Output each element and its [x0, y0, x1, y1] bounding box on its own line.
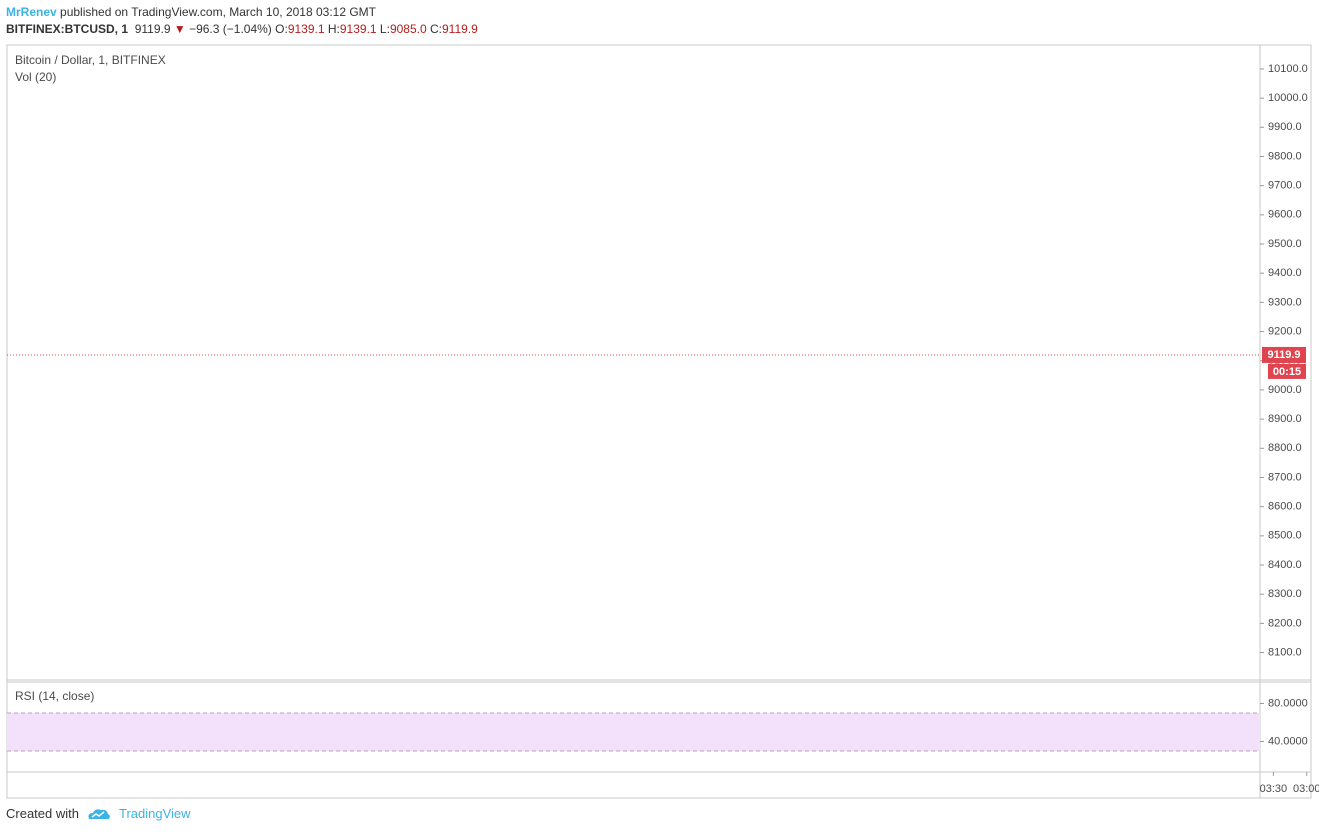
y-tick-label: 8500.0 [1268, 530, 1302, 542]
y-tick-label: 8400.0 [1268, 559, 1302, 571]
arrow: ▼ [173, 22, 186, 36]
c: C: [429, 22, 442, 36]
y-tick-label: 10100.0 [1268, 63, 1308, 75]
y-tick-label: 9500.0 [1268, 238, 1302, 250]
rsi-line [1293, 708, 1319, 760]
y-tick-label: 8700.0 [1268, 471, 1302, 483]
line2: BITFINEX:BTCUSD, 1 9119.9 ▼ −96.3 (−1.04… [6, 21, 478, 38]
last-price-label: 9119.9 [1267, 349, 1300, 361]
low: 9085.0 [389, 22, 427, 36]
x-tick-label: 03:00 [1293, 783, 1319, 795]
rsi-legend: RSI (14, close) [15, 689, 94, 703]
logo [88, 808, 110, 819]
author[interactable]: MrRenev [6, 5, 57, 19]
header: MrRenev published on TradingView.com, Ma… [6, 4, 478, 38]
chart: Bitcoin / Dollar, 1, BITFINEX Vol (20) R… [6, 44, 1319, 799]
created-with: Created with [6, 806, 79, 821]
y-tick-label: 8800.0 [1268, 442, 1302, 454]
l: L: [379, 22, 390, 36]
y-tick-label: 8100.0 [1268, 646, 1302, 658]
y-tick-label: 9900.0 [1268, 121, 1302, 133]
countdown-box [1268, 363, 1306, 379]
symbol: BITFINEX:BTCUSD, 1 [6, 22, 129, 36]
o: O: [275, 22, 288, 36]
brand[interactable]: TradingView [118, 806, 191, 821]
volume-legend: Vol (20) [15, 70, 56, 84]
published: published on TradingView.com, March 10, … [60, 5, 376, 19]
y-tick-label: 9200.0 [1268, 325, 1302, 337]
last-price-box [1262, 346, 1306, 363]
y-tick-label: 8300.0 [1268, 588, 1302, 600]
countdown: 00:15 [1273, 366, 1301, 378]
y-tick-label: 10000.0 [1268, 92, 1308, 104]
change: −96.3 (−1.04%) [189, 22, 272, 36]
open: 9139.1 [287, 22, 325, 36]
footer: Created with TradingView [6, 806, 191, 821]
high: 9139.1 [339, 22, 377, 36]
y-tick-label: 8900.0 [1268, 413, 1302, 425]
y-tick-label: 9000.0 [1268, 384, 1302, 396]
y-tick-label: 80.0000 [1268, 697, 1308, 709]
y-tick-label: 9700.0 [1268, 180, 1302, 192]
x-tick-label: 03:30 [1260, 783, 1288, 795]
frame [6, 44, 1312, 799]
main-legend: Bitcoin / Dollar, 1, BITFINEX [15, 53, 166, 67]
h: H: [327, 22, 340, 36]
y-tick-label: 9600.0 [1268, 209, 1302, 221]
line1: MrRenev published on TradingView.com, Ma… [6, 4, 478, 21]
y-tick-label: 8200.0 [1268, 617, 1302, 629]
y-tick-label: 8600.0 [1268, 501, 1302, 513]
y-tick-label: 9400.0 [1268, 267, 1302, 279]
close: 9119.9 [441, 22, 478, 36]
y-tick-label: 9300.0 [1268, 296, 1302, 308]
y-tick-label: 9800.0 [1268, 150, 1302, 162]
y-tick-label: 40.0000 [1268, 735, 1308, 747]
rsi-band [7, 712, 1260, 751]
last: 9119.9 [134, 22, 171, 36]
